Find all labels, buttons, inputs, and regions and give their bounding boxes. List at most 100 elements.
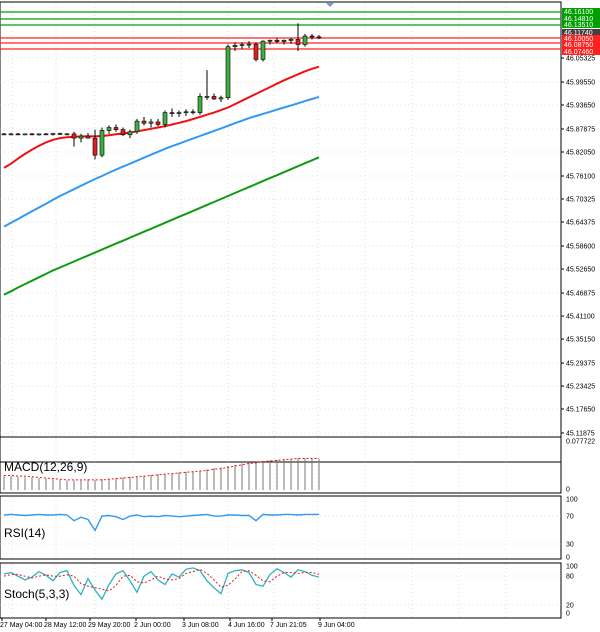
- candle: [190, 111, 196, 114]
- x-tick-label: 3 Jun 08:00: [182, 622, 219, 629]
- candle: [141, 120, 147, 124]
- y-tick-label: 45.11875: [566, 431, 595, 438]
- price-tag: [562, 8, 600, 15]
- candle: [316, 36, 322, 39]
- candle: [71, 133, 77, 139]
- price-tag: [562, 21, 600, 28]
- price-tag-label: 46.14810: [564, 16, 593, 23]
- candle: [169, 112, 175, 114]
- candle: [232, 45, 238, 47]
- candle: [225, 46, 231, 99]
- y-tick-label: 45.17650: [566, 407, 595, 414]
- candle: [239, 44, 245, 46]
- candle: [267, 39, 273, 42]
- price-tag-label: 46.11740: [564, 30, 593, 37]
- price-tag: [562, 15, 600, 22]
- candle: [106, 127, 112, 131]
- y-tick-label: 45.93650: [566, 103, 595, 110]
- price-panel-frame: [0, 1, 562, 463]
- x-tick-label: 27 May 04:00: [0, 622, 43, 629]
- stoch-panel-frame: [0, 562, 562, 619]
- candle: [29, 133, 35, 136]
- y-tick-label: 45.99550: [566, 80, 595, 87]
- macd-label: MACD(12,26,9): [4, 460, 87, 474]
- candle: [246, 43, 252, 46]
- x-tick-label: 7 Jun 21:05: [270, 622, 307, 629]
- price-tag: [562, 29, 600, 36]
- candle: [260, 40, 266, 60]
- macd-panel-frame: [0, 436, 562, 494]
- x-tick-label: 2 Jun 00:00: [134, 622, 171, 629]
- candle: [92, 137, 98, 156]
- x-tick-label: 29 May 20:00: [88, 622, 131, 629]
- candle: [64, 133, 70, 136]
- y-tick-label: 45.41100: [566, 314, 595, 321]
- x-tick-label: 28 May 12:00: [44, 622, 87, 629]
- stoch-tick-label: 80: [566, 574, 574, 581]
- y-tick-label: 45.70325: [566, 197, 595, 204]
- candle: [288, 39, 294, 41]
- candle: [36, 133, 42, 136]
- candle: [134, 120, 140, 133]
- candle: [57, 133, 63, 135]
- candle: [204, 96, 210, 98]
- rsi-panel-frame: [0, 495, 562, 560]
- rsi-tick-label: 30: [566, 542, 574, 549]
- macd-tick-label: 0: [566, 487, 570, 494]
- candle: [302, 35, 308, 45]
- y-tick-label: 45.23425: [566, 384, 595, 391]
- candle: [295, 39, 301, 45]
- candle: [113, 127, 119, 130]
- candle: [281, 39, 287, 42]
- rsi-tick-label: 0: [566, 555, 570, 562]
- candle: [183, 111, 189, 114]
- candle: [218, 97, 224, 100]
- price-tag-label: 46.13510: [564, 22, 593, 29]
- price-tag-label: 46.08750: [564, 42, 593, 49]
- price-tag: [562, 41, 600, 48]
- y-tick-label: 45.35150: [566, 337, 595, 344]
- stoch-d-line: [3, 568, 320, 592]
- price-tag-label: 46.10050: [564, 36, 593, 43]
- candle: [197, 96, 203, 113]
- rsi-tick-label: 100: [566, 497, 578, 504]
- y-tick-label: 45.46875: [566, 291, 595, 298]
- candle: [176, 112, 182, 114]
- ma-green-line: [3, 156, 320, 296]
- y-tick-label: 45.87875: [566, 127, 595, 134]
- candle: [120, 129, 126, 136]
- rsi-line: [3, 513, 319, 532]
- candle: [8, 133, 14, 136]
- macd-tick-label: 0.077722: [566, 439, 595, 446]
- candle: [1, 133, 7, 136]
- price-tag: [562, 48, 600, 55]
- price-tag-label: 46.16100: [564, 9, 593, 16]
- scroll-marker-icon: [326, 3, 334, 7]
- x-tick-label: 4 Jun 16:00: [228, 622, 265, 629]
- candle: [127, 131, 133, 136]
- candle: [162, 112, 168, 125]
- stoch-tick-label: 0: [566, 611, 570, 618]
- y-tick-label: 45.58600: [566, 244, 595, 251]
- stoch-label: Stoch(5,3,3): [4, 587, 69, 601]
- y-tick-label: 45.64375: [566, 220, 595, 227]
- candle: [99, 130, 105, 156]
- macd-signal-line: [4, 458, 319, 481]
- x-tick-label: 9 Jun 04:00: [318, 622, 355, 629]
- candle: [253, 43, 259, 60]
- y-tick-label: 46.05325: [566, 56, 595, 63]
- candle: [50, 133, 56, 135]
- candle: [211, 96, 217, 100]
- ma-blue-line: [3, 95, 320, 228]
- candle: [85, 135, 91, 139]
- stoch-tick-label: 20: [566, 603, 574, 610]
- y-tick-label: 45.29375: [566, 361, 595, 368]
- candle: [274, 39, 280, 42]
- candle: [22, 133, 28, 136]
- candle: [78, 135, 84, 139]
- y-tick-label: 45.82050: [566, 150, 595, 157]
- price-tag: [562, 35, 600, 42]
- y-tick-label: 45.52650: [566, 267, 595, 274]
- ma-red-line: [3, 65, 320, 169]
